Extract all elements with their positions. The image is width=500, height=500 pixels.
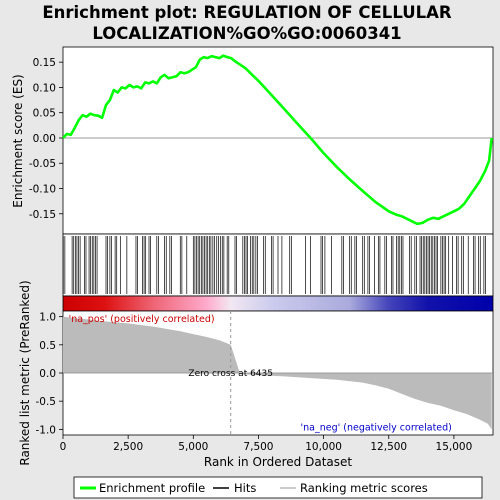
rl-y-tick-label: -1.0: [36, 424, 57, 436]
es-y-tick-label: 0.05: [33, 108, 56, 120]
enrichment-y-ticks: 0.15 0.10 0.05 0.00 -0.05 -0.10 -0.15: [29, 57, 63, 221]
enrichment-y-axis-label: Enrichment score (ES): [11, 74, 25, 207]
chart-title-line1: Enrichment plot: REGULATION OF CELLULAR: [42, 3, 452, 22]
x-tick-label: 2,500: [113, 441, 143, 453]
es-y-tick-label: -0.10: [29, 184, 56, 196]
rl-y-tick-label: 0.0: [39, 368, 56, 380]
es-y-tick-label: 0.10: [33, 82, 56, 94]
x-tick-label: 0: [60, 441, 67, 453]
x-axis-label: Rank in Ordered Dataset: [204, 455, 352, 469]
zero-cross-annotation: Zero cross at 6435: [188, 369, 273, 379]
x-tick-label: 12,500: [370, 441, 407, 453]
es-y-tick-label: -0.15: [29, 209, 56, 221]
x-tick-label: 15,000: [436, 441, 473, 453]
legend-hits-label: Hits: [234, 481, 256, 495]
es-y-tick-label: 0.00: [33, 133, 56, 145]
rl-y-tick-label: 1.0: [39, 312, 56, 324]
na-pos-annotation: 'na_pos' (positively correlated): [69, 314, 215, 325]
enrichment-panel: [62, 46, 494, 235]
x-tick-label: 10,000: [305, 441, 342, 453]
x-tick-label: 5,000: [178, 441, 208, 453]
es-profile-polyline: [62, 54, 493, 226]
na-neg-annotation: 'na_neg' (negatively correlated): [301, 423, 452, 434]
ranking-color-bar: [62, 295, 494, 312]
ranked-list-y-ticks: 1.0 0.5 0.0 -0.5 -1.0: [36, 312, 63, 436]
legend-box: [73, 476, 483, 499]
legend-enrichment-label: Enrichment profile: [99, 481, 205, 495]
es-y-tick-label: -0.05: [29, 158, 56, 170]
legend-ranking-label: Ranking metric scores: [300, 481, 428, 495]
rl-y-tick-label: 0.5: [39, 340, 56, 352]
ranked-list-x-ticks: 0 2,500 5,000 7,500 10,000 12,500 15,000: [60, 435, 473, 453]
chart-title-line2: LOCALIZATION%GO%GO:0060341: [92, 24, 401, 43]
ranked-list-y-axis-label: Ranked list metric (PreRanked): [18, 280, 32, 465]
hit-marks: [62, 236, 486, 294]
enrichment-profile-line: [62, 54, 493, 226]
es-y-tick-label: 0.15: [33, 57, 56, 69]
x-tick-label: 7,500: [243, 441, 273, 453]
rl-y-tick-label: -0.5: [36, 396, 57, 408]
